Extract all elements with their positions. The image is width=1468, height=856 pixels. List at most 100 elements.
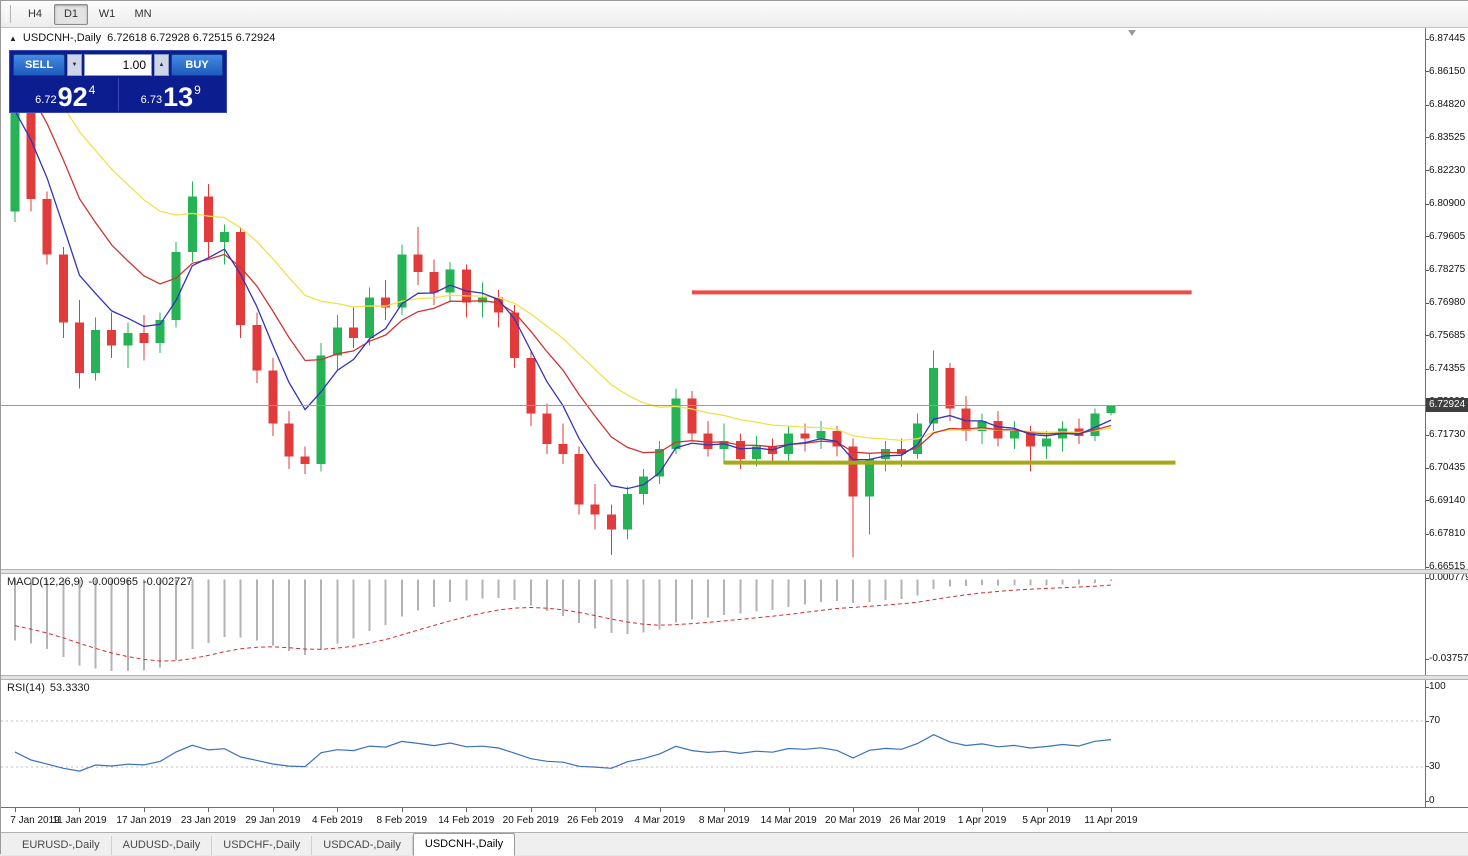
rsi-axis-label: 30	[1429, 760, 1441, 772]
axis-tick	[1426, 236, 1429, 238]
date-tick	[15, 808, 16, 812]
rsi-panel[interactable]: RSI(14) 53.3330	[1, 680, 1425, 807]
symbol-tab[interactable]: USDCNH-,Daily	[412, 833, 516, 856]
symbol-tab[interactable]: USDCAD-,Daily	[312, 836, 413, 855]
symbol-tab[interactable]: USDCHF-,Daily	[212, 836, 313, 855]
price-axis-label: 6.67810	[1429, 528, 1466, 540]
date-axis-label: 7 Jan 2019	[10, 815, 60, 826]
axis-tick	[1426, 302, 1429, 304]
buy-button[interactable]: BUY	[171, 54, 223, 76]
symbol-tab[interactable]: AUDUSD-,Daily	[112, 836, 213, 855]
axis-tick	[1426, 137, 1429, 139]
axis-tick	[1426, 500, 1429, 502]
rsi-axis-label: 0	[1429, 795, 1435, 806]
date-axis-label: 1 Apr 2019	[957, 815, 1007, 826]
buy-price-prefix: 6.73	[140, 94, 163, 106]
rsi-label: RSI(14) 53.3330	[7, 682, 95, 694]
date-tick	[595, 808, 597, 812]
price-axis-label: 6.70435	[1429, 462, 1466, 474]
price-axis-label: 6.83525	[1429, 131, 1466, 143]
date-axis-label: 17 Jan 2019	[116, 815, 172, 826]
date-tick	[982, 808, 984, 812]
date-axis-label: 20 Mar 2019	[825, 815, 882, 826]
panel-separator-rsi[interactable]	[1, 675, 1468, 680]
date-tick	[1046, 808, 1048, 812]
date-axis-label: 23 Jan 2019	[180, 815, 236, 826]
main-chart-canvas[interactable]: ▲ USDCNH-,Daily 6.72618 6.72928 6.72515 …	[1, 28, 1425, 569]
chart-ohlc-readout: 6.72618 6.72928 6.72515 6.72924	[107, 32, 276, 44]
macd-axis-label: -0.037579	[1429, 653, 1468, 664]
date-tick	[466, 808, 468, 812]
date-axis-label: 5 Apr 2019	[1022, 815, 1071, 826]
symbol-tab[interactable]: EURUSD-,Daily	[11, 836, 112, 855]
date-axis-label: 20 Feb 2019	[502, 815, 559, 826]
date-tick	[917, 808, 919, 812]
sell-price-prefix: 6.72	[35, 94, 57, 106]
date-axis-label: 8 Mar 2019	[698, 815, 750, 826]
sell-button[interactable]: SELL	[13, 54, 65, 76]
price-axis-label: 6.82230	[1429, 164, 1466, 176]
price-axis-label: 6.69140	[1429, 494, 1466, 506]
volume-input[interactable]: 1.00	[84, 54, 152, 76]
buy-price-big: 13	[163, 82, 194, 112]
axis-tick	[1426, 720, 1429, 722]
chart-header: ▲ USDCNH-,Daily 6.72618 6.72928 6.72515 …	[9, 32, 275, 44]
axis-tick	[1426, 203, 1429, 205]
date-axis-label: 26 Feb 2019	[567, 815, 624, 826]
axis-tick	[1426, 766, 1429, 768]
volume-increase-button[interactable]: ▲	[154, 54, 169, 76]
axis-tick	[1426, 577, 1429, 579]
timeframe-h4-button[interactable]: H4	[27, 7, 43, 20]
axis-tick	[1426, 800, 1429, 802]
chart-shift-marker-icon[interactable]	[1128, 30, 1136, 36]
price-axis-label: 6.79605	[1429, 230, 1466, 242]
price-axis[interactable]: 6.72924 6.87445 6.86150 6.84820 6.83525 6.82…	[1426, 28, 1468, 807]
panel-separator-macd[interactable]	[1, 569, 1468, 574]
date-axis-label: 14 Feb 2019	[438, 815, 495, 826]
price-axis-label: 6.74355	[1429, 363, 1466, 375]
axis-tick	[1426, 38, 1429, 40]
axis-tick	[1426, 686, 1429, 688]
rsi-value: 53.3330	[49, 682, 90, 694]
date-tick	[530, 808, 532, 812]
date-tick	[208, 808, 210, 812]
one-click-trading-panel: SELL ▼ 1.00 ▲ BUY 6.72 92 4 6.73 13 9	[9, 50, 227, 113]
sell-price-sup: 4	[88, 83, 96, 97]
macd-signal-value: -0.002727	[142, 576, 193, 588]
date-tick	[788, 808, 790, 812]
date-tick	[853, 808, 855, 812]
sell-price-button[interactable]: 6.72 92 4	[13, 78, 118, 111]
rsi-name: RSI(14)	[7, 682, 45, 694]
axis-tick	[1426, 467, 1429, 469]
date-axis-label: 4 Mar 2019	[634, 815, 686, 826]
date-tick	[79, 808, 81, 812]
rsi-axis-label: 70	[1429, 715, 1441, 727]
buy-price-button[interactable]: 6.73 13 9	[117, 78, 224, 112]
macd-axis-label: 0.000779	[1429, 572, 1468, 583]
chart-title: USDCNH-,Daily	[22, 32, 102, 44]
price-axis-label: 6.76980	[1429, 297, 1466, 308]
macd-panel[interactable]: MACD(12,26,9) -0.000965 -0.002727	[1, 574, 1425, 675]
date-axis-label: 11 Apr 2019	[1084, 815, 1138, 826]
axis-tick	[1426, 533, 1429, 535]
date-axis-label: 11 Jan 2019	[52, 815, 107, 826]
price-axis-label: 6.80900	[1429, 198, 1466, 210]
axis-tick	[1426, 566, 1429, 568]
timeframe-w1-button[interactable]: W1	[98, 7, 116, 20]
chart-region: ▲ USDCNH-,Daily 6.72618 6.72928 6.72515 …	[1, 28, 1468, 832]
timeframe-mn-button[interactable]: MN	[134, 7, 152, 20]
one-click-collapse-icon[interactable]: ▲	[9, 33, 17, 43]
date-axis-label: 4 Feb 2019	[312, 815, 363, 826]
time-axis[interactable]: 7 Jan 2019 11 Jan 2019 17 Jan 2019 23 Jan 2…	[1, 807, 1468, 832]
timeframe-toolbar: H4 D1 W1 MN	[1, 1, 1468, 28]
buy-price-sup: 9	[194, 83, 201, 97]
date-tick	[337, 808, 339, 812]
macd-main-value: -0.000965	[88, 576, 138, 588]
price-axis-label: 6.78275	[1429, 264, 1466, 276]
toolbar-grip[interactable]	[6, 5, 11, 23]
macd-name: MACD(12,26,9)	[7, 576, 84, 588]
axis-tick	[1426, 104, 1429, 106]
volume-decrease-button[interactable]: ▼	[67, 54, 82, 76]
last-price-badge: 6.72924	[1426, 398, 1468, 413]
timeframe-d1-button[interactable]: D1	[54, 3, 88, 25]
